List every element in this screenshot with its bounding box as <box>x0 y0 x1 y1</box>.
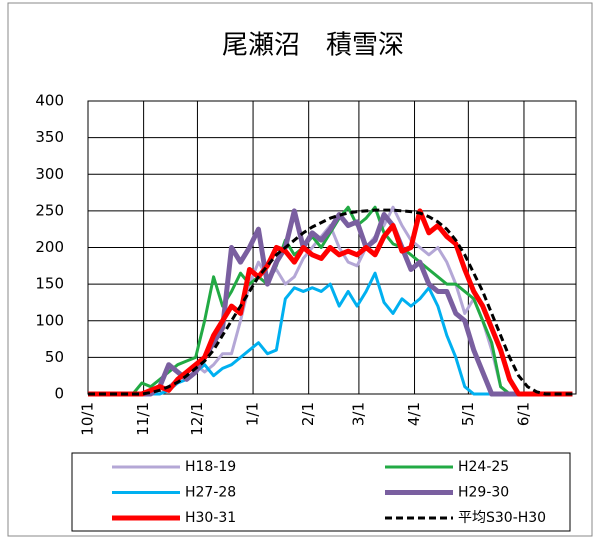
y-tick-label: 100 <box>35 311 64 329</box>
legend-label: H29-30 <box>458 485 509 501</box>
series-line <box>88 208 573 397</box>
legend-label: H24-25 <box>458 459 509 475</box>
y-tick-label: 350 <box>35 128 64 146</box>
y-tick-label: 0 <box>54 385 64 403</box>
x-tick-label: 5/1 <box>459 402 477 426</box>
legend-label: 平均S30-H30 <box>458 510 546 526</box>
legend-label: H27-28 <box>185 485 236 501</box>
legend-label: H18-19 <box>185 459 236 475</box>
x-tick-label: 4/1 <box>405 402 423 426</box>
x-tick-label: 11/1 <box>134 402 152 436</box>
x-tick-label: 10/1 <box>79 402 97 436</box>
x-tick-label: 1/1 <box>244 402 262 426</box>
x-tick-label: 2/1 <box>299 402 317 426</box>
y-tick-label: 400 <box>35 92 64 110</box>
plot-border <box>87 100 577 395</box>
y-tick-label: 150 <box>35 275 64 293</box>
legend-label: H30-31 <box>185 510 236 526</box>
series-line <box>88 208 573 396</box>
series-line <box>88 208 573 397</box>
chart-title: 尾瀬沼 積雪深 <box>222 31 404 61</box>
y-tick-label: 250 <box>35 201 64 219</box>
y-tick-label: 200 <box>35 238 64 256</box>
x-tick-label: 6/1 <box>514 402 532 426</box>
chart-border <box>7 2 593 537</box>
x-tick-label: 3/1 <box>349 402 367 426</box>
y-tick-label: 50 <box>45 348 64 366</box>
y-tick-label: 300 <box>35 165 64 183</box>
x-tick-label: 12/1 <box>188 402 206 436</box>
